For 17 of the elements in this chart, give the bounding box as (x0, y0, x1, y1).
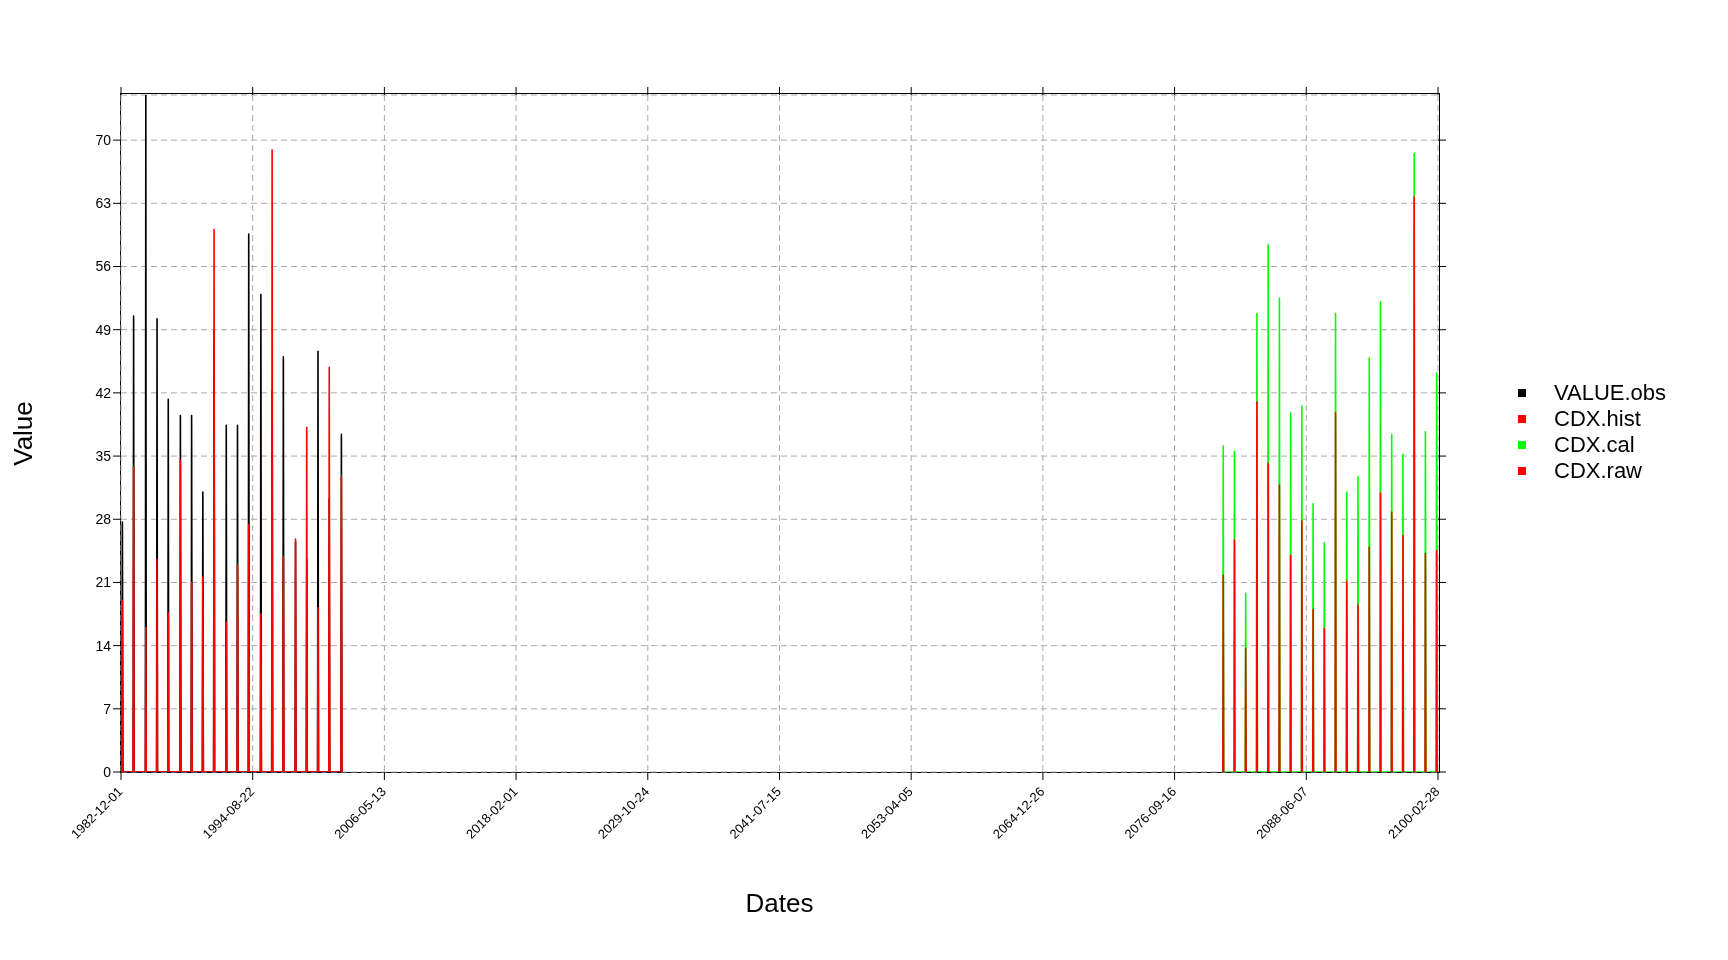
legend-label: CDX.cal (1554, 432, 1635, 458)
y-tick-label: 49 (95, 321, 112, 338)
y-tick-label: 70 (95, 132, 112, 149)
y-tick-label: 28 (95, 511, 112, 528)
y-tick-label: 42 (95, 384, 112, 401)
y-tick-label: 35 (95, 448, 112, 465)
legend-label: VALUE.obs (1554, 380, 1667, 406)
y-tick-label: 56 (95, 258, 112, 275)
y-tick-label: 63 (95, 195, 112, 212)
y-tick-label: 21 (95, 574, 112, 591)
y-tick-label: 7 (103, 700, 112, 717)
x-axis-title: Dates (745, 888, 814, 918)
legend-label: CDX.raw (1554, 458, 1643, 484)
legend-label: CDX.hist (1554, 406, 1641, 432)
y-axis-title: Value (8, 401, 39, 466)
y-tick-label: 14 (95, 637, 112, 654)
y-tick-label: 0 (103, 763, 112, 780)
